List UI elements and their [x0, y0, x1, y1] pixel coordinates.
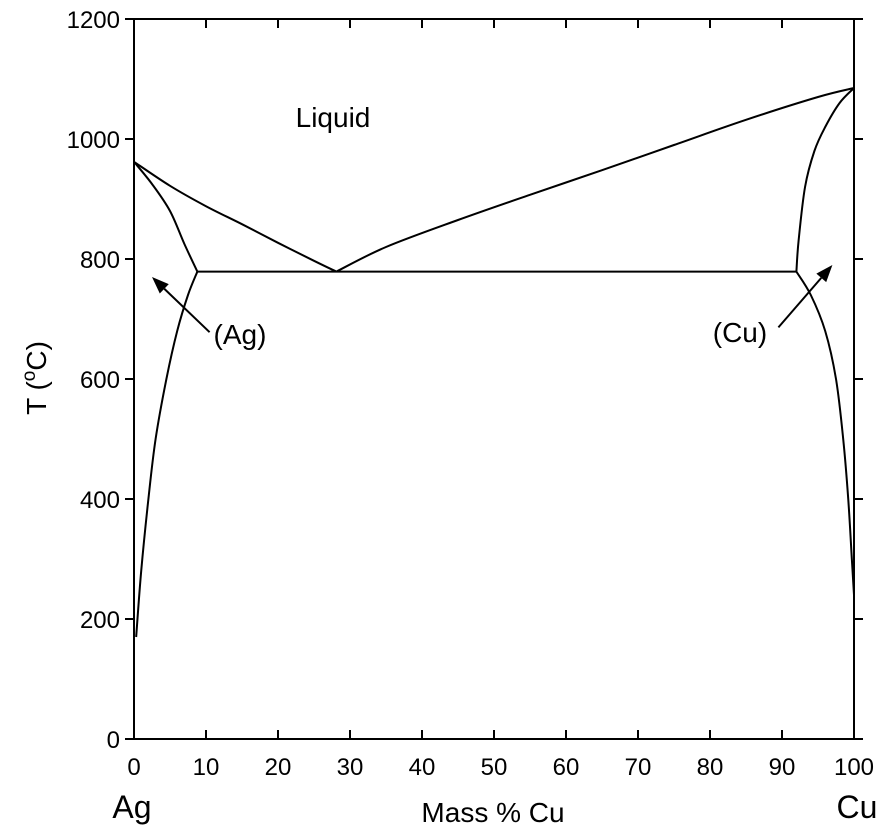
x-tick-label: 60 — [553, 754, 580, 781]
phase-boundaries — [133, 87, 855, 638]
plot-frame — [133, 18, 855, 740]
end-label-ag: Ag — [112, 789, 151, 825]
x-tick-label: 50 — [481, 754, 508, 781]
boundary-solvus-cu — [795, 271, 855, 596]
x-axis-label: Mass % Cu — [421, 797, 564, 828]
axis-ticks: 0 10 20 30 40 50 60 70 80 90 100020040060080010001… — [67, 7, 874, 781]
end-label-cu: Cu — [837, 789, 878, 825]
x-tick-label: 70 — [625, 754, 652, 781]
x-tick-label: 40 — [409, 754, 436, 781]
x-tick-label: 90 — [769, 754, 796, 781]
y-axis-label-main: T ( — [21, 381, 52, 415]
boundary-solvus-ag — [135, 271, 199, 638]
y-tick-label: 800 — [80, 247, 120, 274]
boundary-solidus-cu — [795, 87, 855, 272]
boundary-liquidus-ag — [133, 160, 337, 273]
annotation-arrows — [152, 265, 833, 333]
y-tick-label: 200 — [80, 607, 120, 634]
arrow-shaft-ag — [163, 288, 211, 333]
region-label-cu-phase: (Cu) — [713, 317, 767, 348]
y-tick-label: 0 — [107, 727, 120, 754]
x-tick-label: 20 — [265, 754, 292, 781]
arrow-head-ag — [152, 277, 169, 294]
y-axis-label: T (oC) — [19, 341, 52, 415]
y-tick-label: 1000 — [67, 127, 120, 154]
x-tick-label: 100 — [834, 754, 874, 781]
region-label-ag-phase: (Ag) — [214, 319, 267, 350]
x-tick-label: 0 — [127, 754, 140, 781]
x-tick-label: 10 — [193, 754, 220, 781]
arrow-shaft-cu — [777, 277, 823, 329]
plot-area-border — [133, 18, 855, 740]
region-label-liquid: Liquid — [296, 102, 371, 133]
y-tick-label: 1200 — [67, 7, 120, 34]
x-tick-label: 30 — [337, 754, 364, 781]
x-tick-label: 80 — [697, 754, 724, 781]
boundary-liquidus-cu — [335, 87, 855, 273]
y-tick-label: 400 — [80, 487, 120, 514]
y-axis-label-unit: C) — [21, 341, 52, 371]
boundary-solidus-ag — [133, 161, 199, 273]
arrow-head-cu — [816, 265, 833, 283]
y-axis-label-superscript: o — [19, 371, 40, 382]
y-tick-label: 600 — [80, 367, 120, 394]
